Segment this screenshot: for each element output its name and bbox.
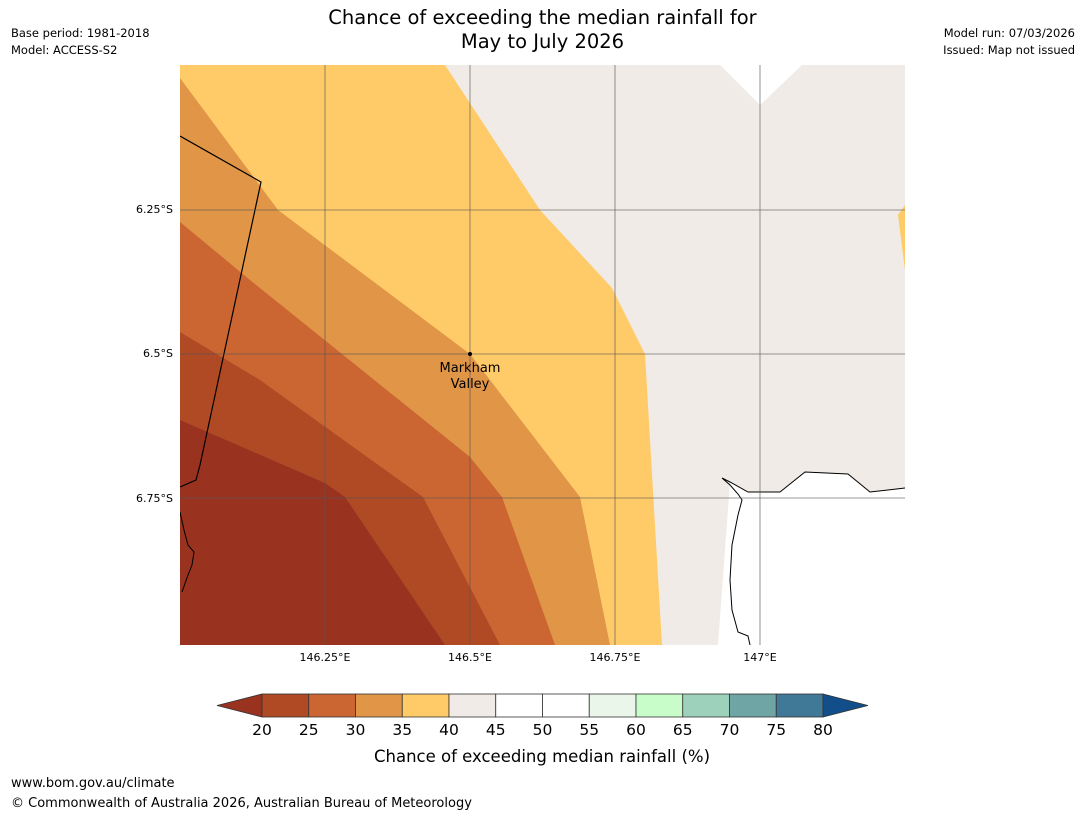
place-label-line1: Markham bbox=[440, 361, 501, 376]
colorbar-tick-label: 60 bbox=[626, 721, 646, 739]
west-coastline bbox=[180, 511, 195, 593]
colorbar-tick-label: 40 bbox=[439, 721, 459, 739]
colorbar-tick-label: 70 bbox=[720, 721, 740, 739]
map-title-line1: Chance of exceeding the median rainfall … bbox=[328, 6, 757, 29]
colorbar-segment bbox=[261, 693, 310, 718]
colorbar-segment bbox=[542, 693, 590, 718]
lon-tick-label: 146.5°E bbox=[448, 651, 492, 664]
place-label-line2: Valley bbox=[451, 377, 490, 392]
lon-tick-label: 146.25°E bbox=[300, 651, 351, 664]
colorbar-segment bbox=[682, 693, 730, 718]
colorbar-tick-label: 50 bbox=[533, 721, 553, 739]
model-text: Model: ACCESS-S2 bbox=[11, 43, 118, 57]
colorbar-tick-label: 45 bbox=[486, 721, 506, 739]
zone-35-40-east bbox=[898, 205, 905, 270]
footer-url[interactable]: www.bom.gov.au/climate bbox=[11, 776, 175, 791]
lon-tick-label: 146.75°E bbox=[590, 651, 641, 664]
map-plot-area[interactable] bbox=[180, 65, 905, 645]
map-title-line2: May to July 2026 bbox=[460, 30, 625, 53]
colorbar-segment bbox=[588, 693, 637, 718]
gridlines bbox=[180, 65, 905, 645]
meta-left: Base period: 1981-2018 Model: ACCESS-S2 bbox=[11, 25, 150, 59]
issued-text: Issued: Map not issued bbox=[943, 43, 1075, 57]
colorbar-title: Chance of exceeding median rainfall (%) bbox=[374, 747, 710, 766]
east-coastline bbox=[721, 471, 905, 645]
lat-tick-label: 6.75°S bbox=[136, 492, 173, 505]
colorbar-tick-label: 35 bbox=[392, 721, 412, 739]
colorbar-segment bbox=[495, 693, 543, 718]
colorbar-under-arrow bbox=[216, 693, 263, 718]
colorbar-tick-label: 55 bbox=[579, 721, 599, 739]
colorbar-over-arrow bbox=[822, 693, 869, 718]
zone-below-20 bbox=[180, 420, 445, 645]
base-period-text: Base period: 1981-2018 bbox=[11, 26, 150, 40]
model-run-text: Model run: 07/03/2026 bbox=[943, 26, 1075, 40]
colorbar-segment bbox=[448, 693, 497, 718]
colorbar-tick-label: 20 bbox=[252, 721, 272, 739]
border-line bbox=[180, 135, 262, 488]
colorbar-tick-label: 30 bbox=[346, 721, 366, 739]
colorbar-segment bbox=[401, 693, 450, 718]
meta-right: Model run: 07/03/2026 Issued: Map not is… bbox=[943, 25, 1075, 59]
colorbar-tick-label: 25 bbox=[299, 721, 319, 739]
map-title: Chance of exceeding the median rainfall … bbox=[0, 6, 1085, 54]
colorbar-segment bbox=[775, 693, 824, 718]
colorbar-segment bbox=[729, 693, 777, 718]
lon-tick-label: 147°E bbox=[743, 651, 776, 664]
colorbar-tick-label: 65 bbox=[673, 721, 693, 739]
colorbar-tick-label: 75 bbox=[766, 721, 786, 739]
colorbar-segment bbox=[355, 693, 403, 718]
colorbar-segment bbox=[635, 693, 684, 718]
lat-tick-label: 6.5°S bbox=[143, 347, 173, 360]
colorbar-tick-label: 80 bbox=[813, 721, 833, 739]
footer-copyright: © Commonwealth of Australia 2026, Austra… bbox=[11, 796, 472, 811]
markham-valley-marker[interactable] bbox=[468, 352, 472, 356]
lat-tick-label: 6.25°S bbox=[136, 203, 173, 216]
colorbar-segment bbox=[308, 693, 356, 718]
colorbar: 20 25 30 35 40 45 50 55 60 65 70 75 80 Chance of exc… bbox=[216, 693, 869, 766]
